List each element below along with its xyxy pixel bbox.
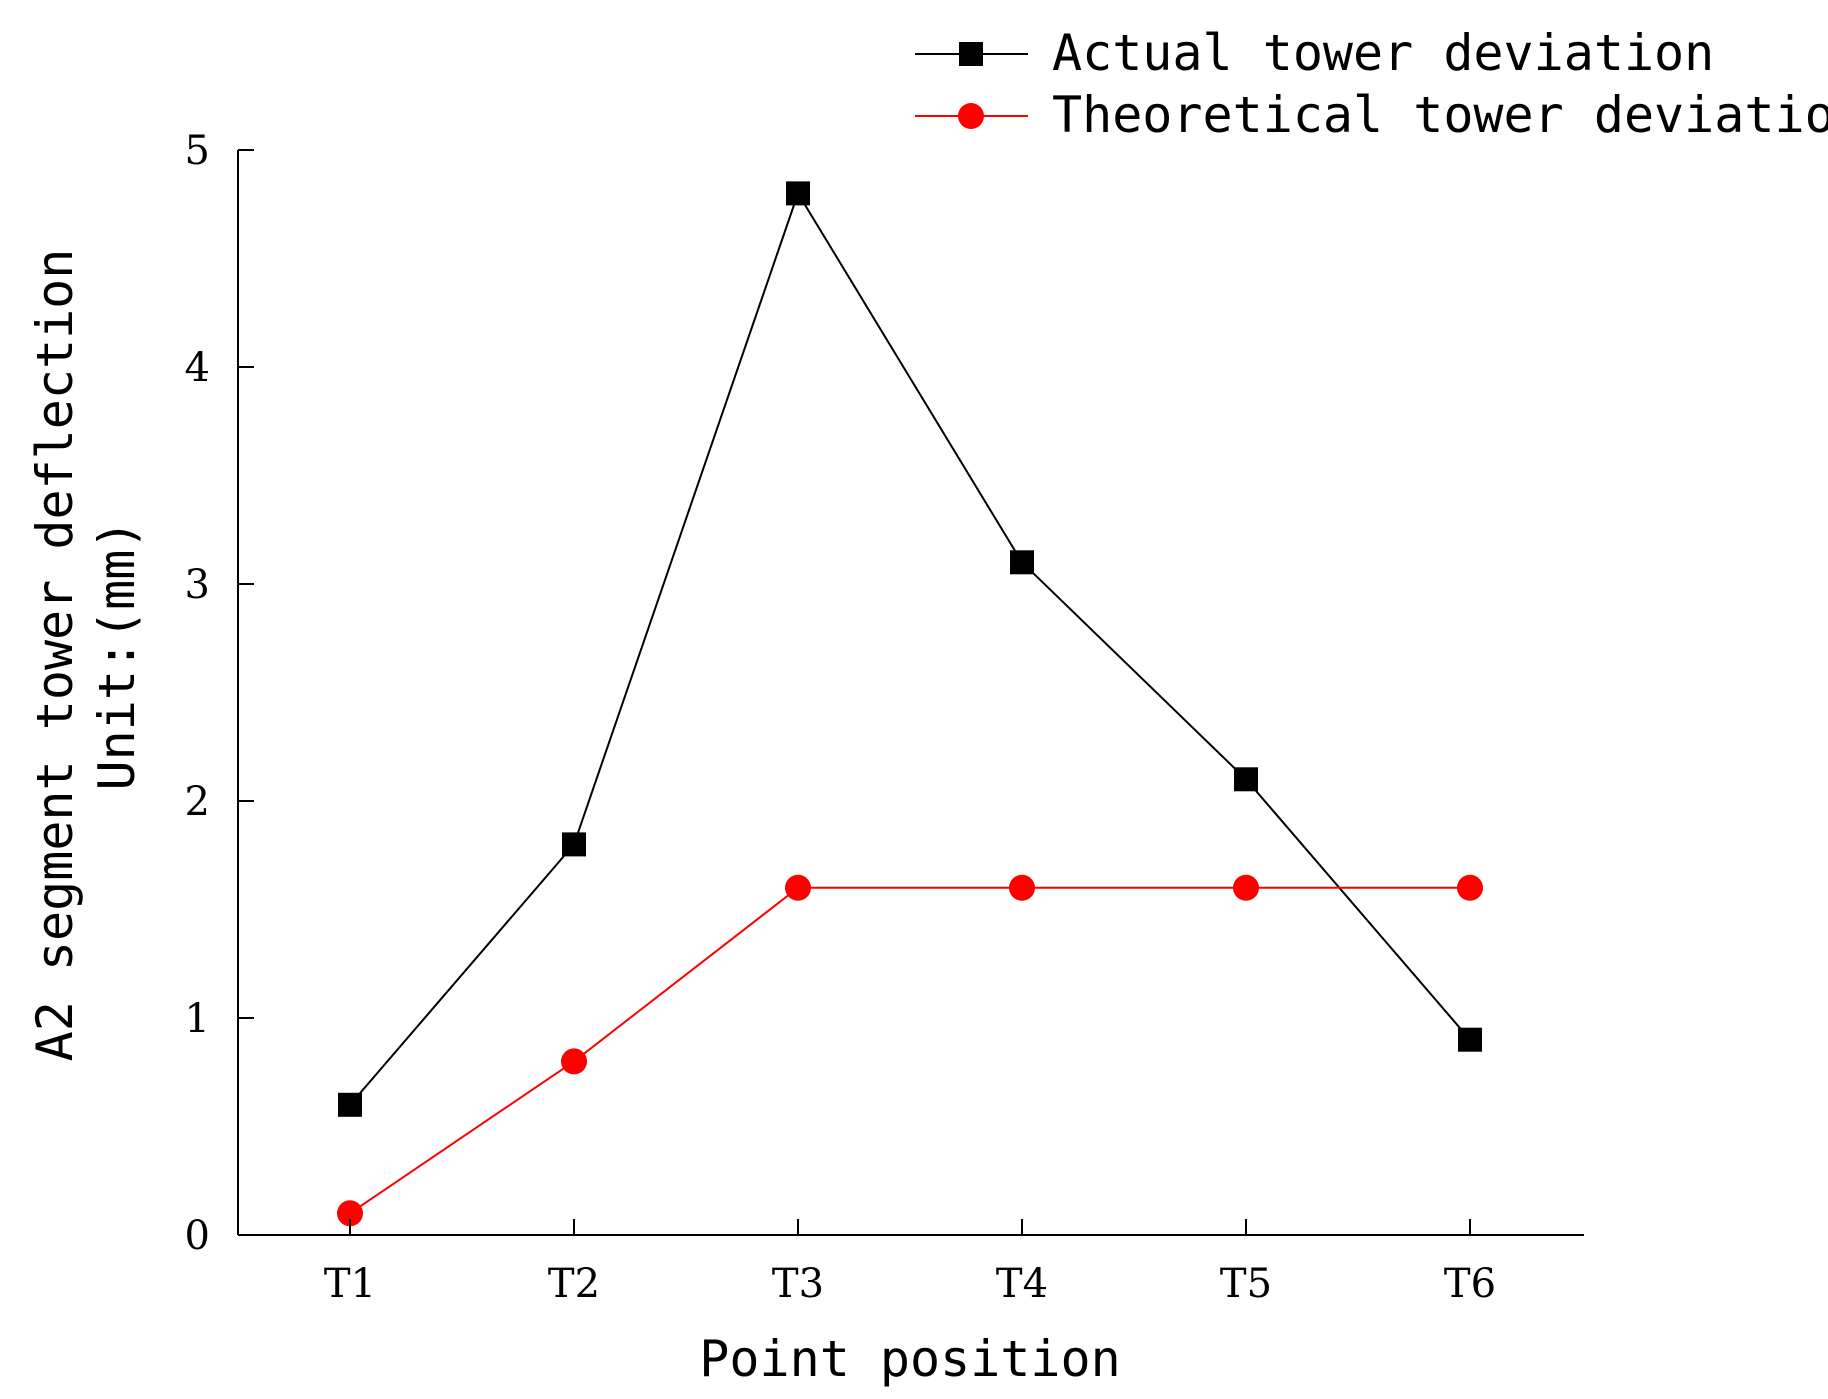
y-axis-title-line-2: Unit:(mm)	[88, 520, 146, 791]
y-tick-label: 5	[185, 128, 210, 174]
legend-label: Actual tower deviation	[1052, 24, 1714, 82]
series-layer	[337, 181, 1483, 1227]
y-tick-label: 3	[185, 562, 210, 608]
x-tick-label: T1	[324, 1261, 376, 1307]
data-point-square	[1234, 767, 1258, 792]
data-point-square	[1458, 1027, 1482, 1052]
series-line	[349, 191, 1471, 1106]
data-point-square	[786, 181, 810, 206]
x-tick-label: T3	[772, 1261, 824, 1307]
series-2	[337, 874, 1483, 1227]
series-1	[338, 181, 1482, 1117]
y-tick-label: 0	[185, 1213, 210, 1259]
x-tick-label: T2	[548, 1261, 600, 1307]
data-point-circle	[785, 874, 811, 901]
x-axis-title: Point position	[699, 1330, 1120, 1388]
x-tick-label: T6	[1444, 1261, 1496, 1307]
legend-item-2: Theoretical tower deviation	[915, 86, 1828, 144]
data-point-circle	[1009, 874, 1035, 901]
data-point-square	[338, 1092, 362, 1117]
legend-item-1: Actual tower deviation	[915, 24, 1714, 82]
y-tick-label: 2	[185, 779, 210, 825]
y-tick-label: 4	[185, 345, 210, 391]
ticks-layer: 0 1 2 3 4 5 T1 T2 T3 T4 T5 T6	[185, 128, 1497, 1307]
x-tick-label: T4	[996, 1261, 1048, 1307]
data-point-circle	[561, 1048, 587, 1075]
legend-label: Theoretical tower deviation	[1052, 86, 1828, 144]
x-tick-label: T5	[1220, 1261, 1272, 1307]
axes	[237, 150, 1584, 1236]
legend-marker-square	[959, 42, 983, 66]
y-axis-title-line-1: A2 segment tower deflection	[26, 249, 84, 1062]
series-line	[349, 886, 1470, 1215]
data-point-square	[1010, 550, 1034, 575]
data-point-circle	[1233, 874, 1259, 901]
data-point-circle	[1457, 874, 1483, 901]
data-point-circle	[337, 1200, 363, 1227]
data-point-square	[562, 832, 586, 857]
y-tick-label: 1	[185, 996, 210, 1042]
legend-marker-circle	[958, 103, 984, 129]
